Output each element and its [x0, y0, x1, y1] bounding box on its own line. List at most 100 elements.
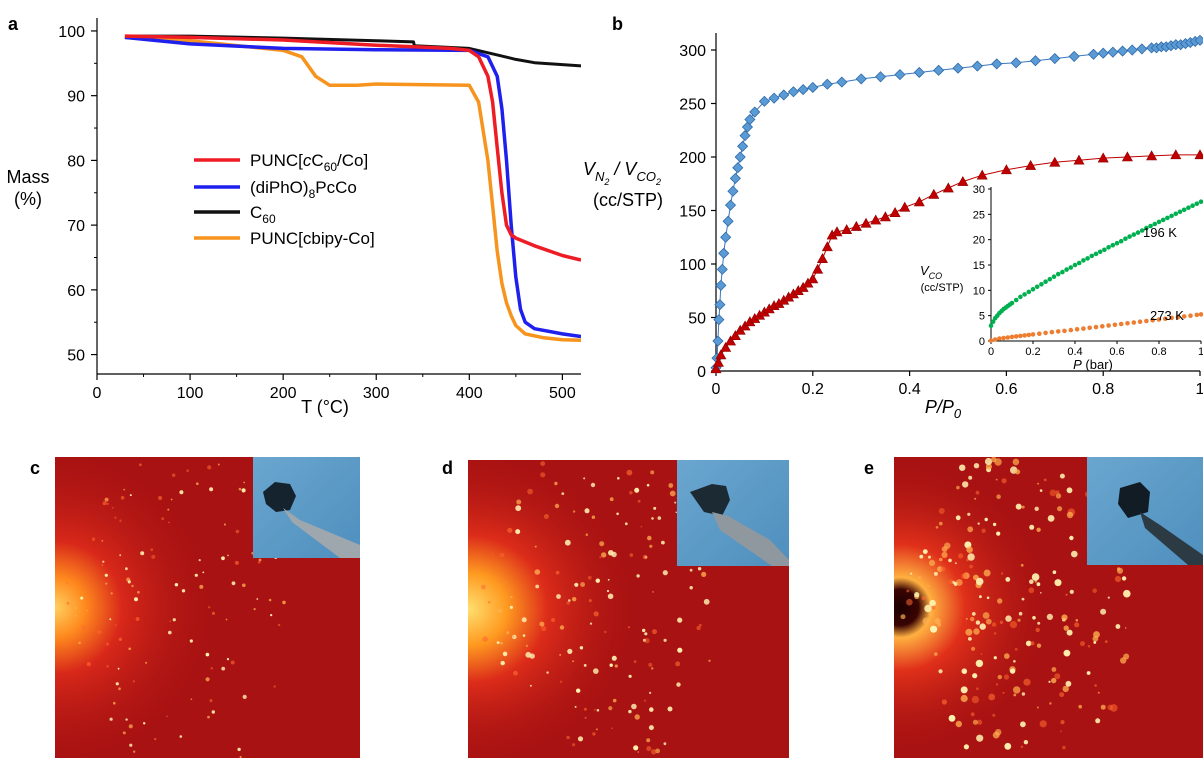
diffraction-spot: [1116, 567, 1124, 574]
diffraction-spot: [917, 576, 921, 580]
inset-x-tick-label: 0.4: [1067, 346, 1082, 358]
data-point: [797, 84, 809, 96]
diffraction-spot: [541, 625, 547, 632]
data-point: [1170, 149, 1182, 160]
diffraction-spot: [1057, 506, 1063, 512]
diffraction-spot: [1043, 478, 1047, 482]
diffraction-spot: [522, 634, 526, 637]
diffraction-spot: [111, 506, 114, 509]
diffraction-spot: [966, 546, 973, 553]
diffraction-spot: [230, 660, 235, 665]
diffraction-spot: [106, 642, 109, 646]
diffraction-spot: [102, 560, 105, 563]
inset-data-point: [1049, 329, 1055, 335]
diffraction-spot: [608, 550, 614, 556]
diffraction-spot: [995, 478, 998, 481]
diffraction-spot: [637, 751, 640, 753]
data-point: [991, 58, 1003, 70]
inset-data-point: [1118, 238, 1124, 244]
inset-data-point: [1022, 292, 1027, 297]
diffraction-spot: [1060, 720, 1065, 725]
diffraction-spot: [500, 660, 505, 666]
needle-shape: [712, 512, 789, 566]
diffraction-spot: [616, 512, 619, 516]
diffraction-spot: [198, 559, 201, 562]
y-tick-label: 90: [67, 89, 85, 106]
diffraction-spot: [66, 601, 70, 605]
data-point: [1068, 50, 1080, 62]
diffraction-spot: [497, 608, 503, 614]
inset-data-point: [1194, 201, 1200, 206]
diffraction-spot: [587, 575, 592, 580]
diffraction-spot: [900, 614, 906, 620]
inset-data-point: [1198, 199, 1203, 204]
diffraction-spot: [595, 578, 600, 583]
y-tick-label: 300: [679, 43, 706, 60]
diffraction-spot: [955, 562, 957, 565]
diffraction-spot: [1055, 493, 1062, 499]
diffraction-spot: [606, 589, 610, 593]
diffraction-spot: [948, 558, 952, 563]
y-tick-label: 100: [58, 24, 85, 41]
diffraction-spot: [566, 601, 570, 605]
data-point: [720, 341, 732, 352]
diffraction-spot: [101, 540, 104, 542]
series-line-2: [124, 35, 581, 339]
diffraction-spot: [984, 457, 993, 466]
data-point: [737, 140, 749, 152]
diffraction-spot: [139, 463, 142, 467]
diffraction-spot: [1021, 692, 1026, 696]
diffraction-spot: [583, 707, 587, 711]
inset-data-point: [992, 337, 998, 342]
diffraction-spot: [581, 581, 585, 585]
diffraction-spot: [91, 610, 94, 613]
diffraction-spot: [106, 502, 109, 505]
inset-data-point: [1030, 332, 1036, 337]
diffraction-spot: [668, 483, 674, 488]
diffraction-spot: [104, 573, 108, 577]
data-point: [870, 214, 882, 225]
inset-data-point: [1043, 279, 1048, 285]
inset-data-point: [1102, 247, 1107, 253]
diffraction-spot: [960, 694, 968, 703]
diffraction-spot: [595, 728, 598, 731]
needle-shape: [283, 508, 360, 558]
diffraction-spot: [1036, 706, 1039, 709]
diffraction-spot: [588, 599, 592, 603]
inset-data-point: [1085, 256, 1090, 261]
inset-data-point: [1106, 323, 1111, 328]
data-point: [734, 151, 746, 163]
diffraction-spot: [648, 662, 653, 667]
diffraction-spot: [202, 571, 205, 574]
diffraction-spot: [974, 497, 977, 500]
diffraction-spot: [968, 637, 972, 641]
diffraction-spot: [1074, 622, 1080, 628]
y-tick-label: 150: [679, 204, 706, 221]
diffraction-spot: [975, 620, 981, 625]
inset-data-point: [1181, 314, 1187, 319]
diffraction-spot: [975, 577, 984, 586]
diffraction-spot: [507, 527, 513, 533]
diffraction-spot: [973, 463, 980, 469]
diffraction-spot: [984, 517, 988, 522]
diffraction-spot: [91, 537, 96, 541]
inset-data-point: [1009, 300, 1015, 306]
diffraction-spot: [935, 526, 939, 529]
diffraction-spot: [128, 724, 133, 729]
diffraction-spot: [661, 540, 665, 545]
inset-data-point: [1148, 223, 1153, 229]
y-tick-label: 80: [67, 153, 85, 170]
inset-data-point: [1163, 316, 1168, 322]
data-point: [952, 62, 964, 74]
diffraction-spot: [985, 618, 992, 625]
diffraction-spot: [500, 553, 505, 558]
diffraction-spot: [534, 569, 541, 575]
diffraction-spot: [521, 617, 527, 623]
diffraction-spot: [132, 680, 135, 683]
diffraction-spot: [119, 519, 122, 522]
data-point: [889, 207, 901, 217]
data-point: [713, 314, 725, 326]
diffraction-spot: [257, 560, 261, 564]
data-point: [1146, 150, 1158, 161]
